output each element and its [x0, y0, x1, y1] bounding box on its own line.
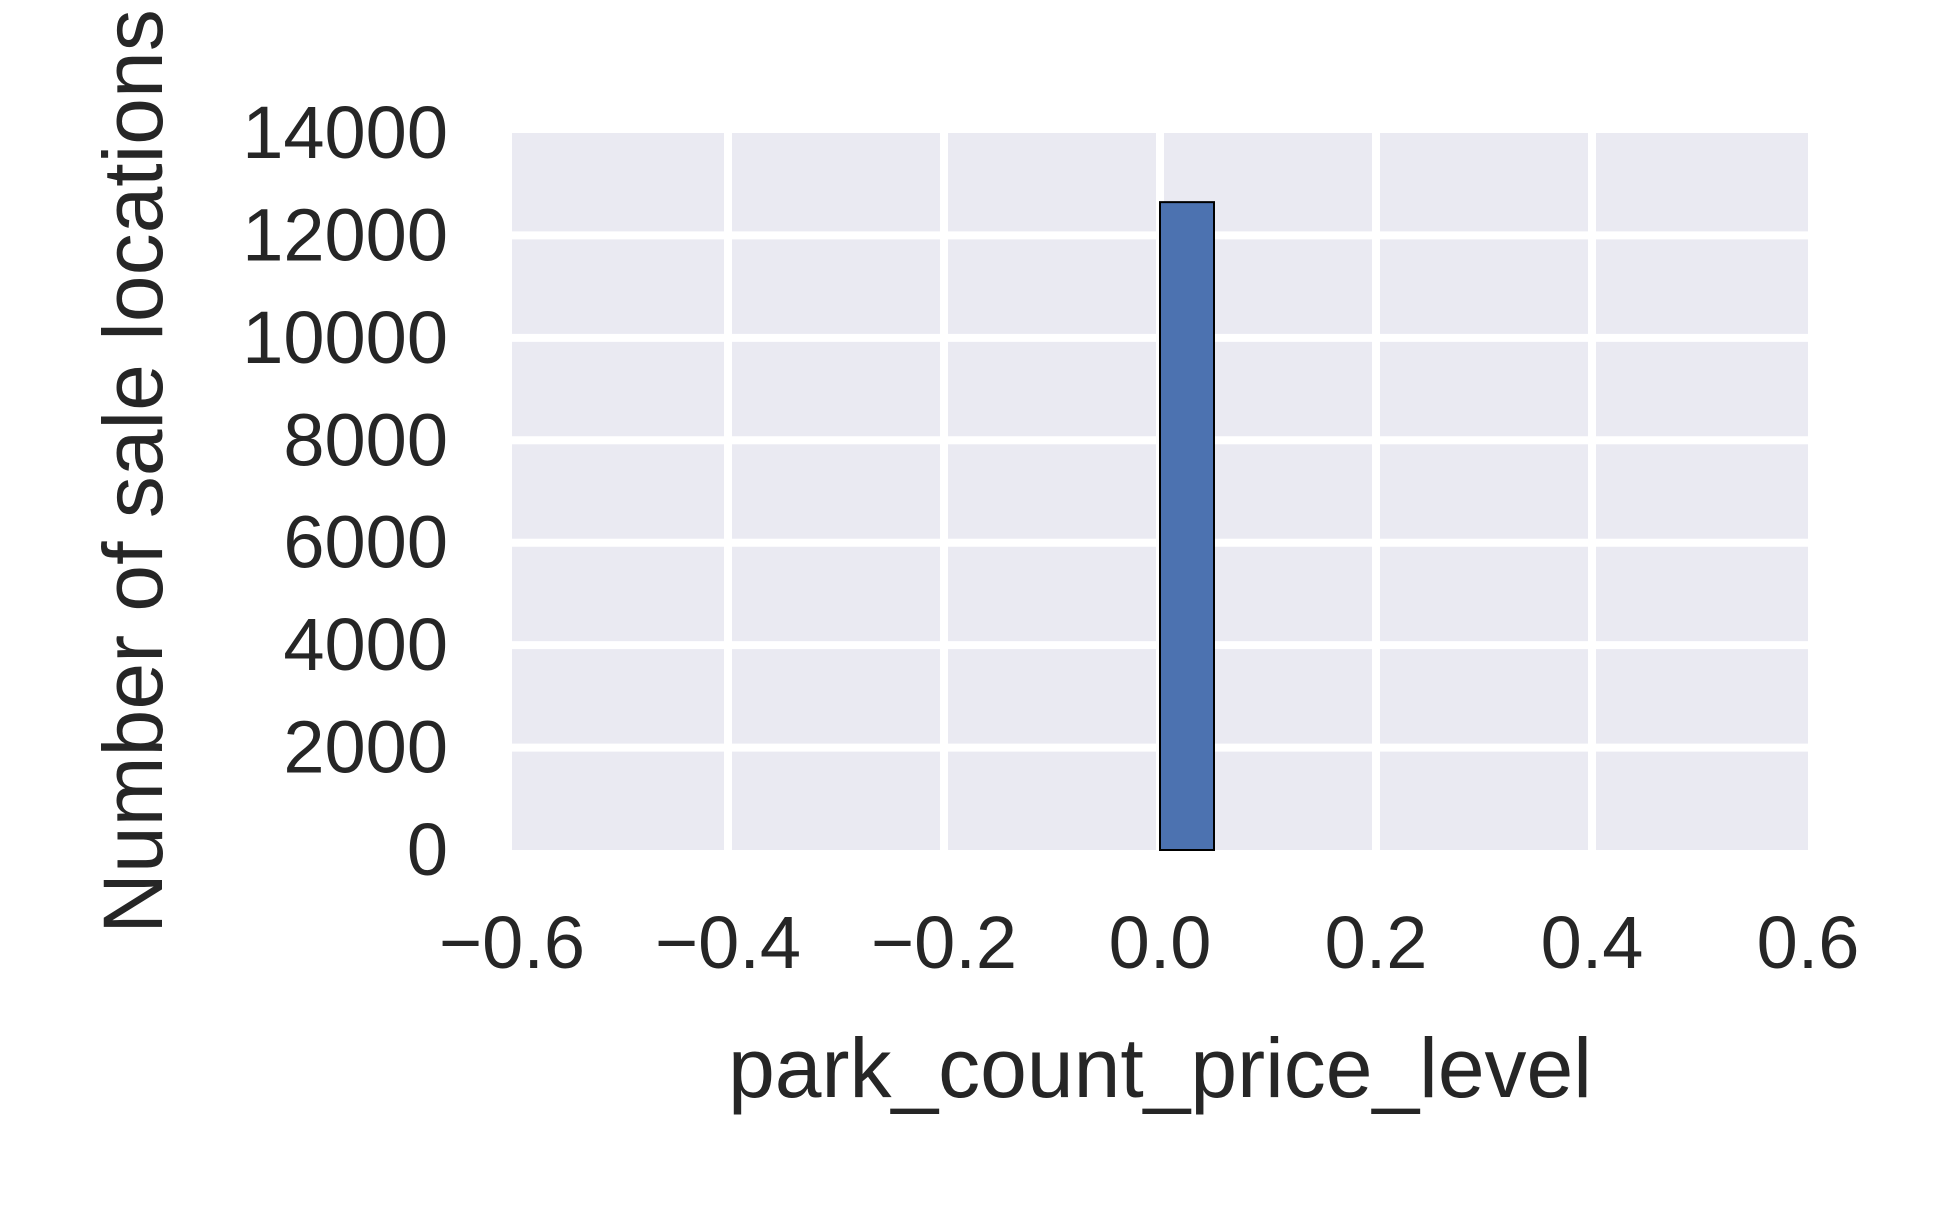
y-tick-label: 2000: [283, 706, 448, 789]
y-tick-labels: 0 2000 4000 6000 8000 10000 12000 14000: [242, 91, 448, 891]
y-axis-label: Number of sale locations: [86, 9, 180, 933]
x-tick-label: −0.4: [655, 901, 801, 984]
y-tick-label: 14000: [242, 91, 448, 174]
y-tick-label: 0: [407, 808, 448, 891]
histogram-bar: [1159, 201, 1215, 851]
y-tick-label: 8000: [283, 398, 448, 481]
x-tick-label: −0.2: [871, 901, 1017, 984]
x-tick-label: 0.2: [1325, 901, 1428, 984]
x-tick-label: 0.0: [1109, 901, 1212, 984]
x-tick-labels: −0.6 −0.4 −0.2 0.0 0.2 0.4 0.6: [439, 901, 1859, 984]
x-tick-label: 0.4: [1541, 901, 1644, 984]
y-tick-label: 4000: [283, 603, 448, 686]
bars: [1159, 201, 1215, 851]
y-tick-label: 10000: [242, 296, 448, 379]
x-tick-label: −0.6: [439, 901, 585, 984]
x-tick-label: 0.6: [1757, 901, 1860, 984]
x-axis-label: park_count_price_level: [728, 1021, 1592, 1115]
y-tick-label: 6000: [283, 501, 448, 584]
y-tick-label: 12000: [242, 193, 448, 276]
